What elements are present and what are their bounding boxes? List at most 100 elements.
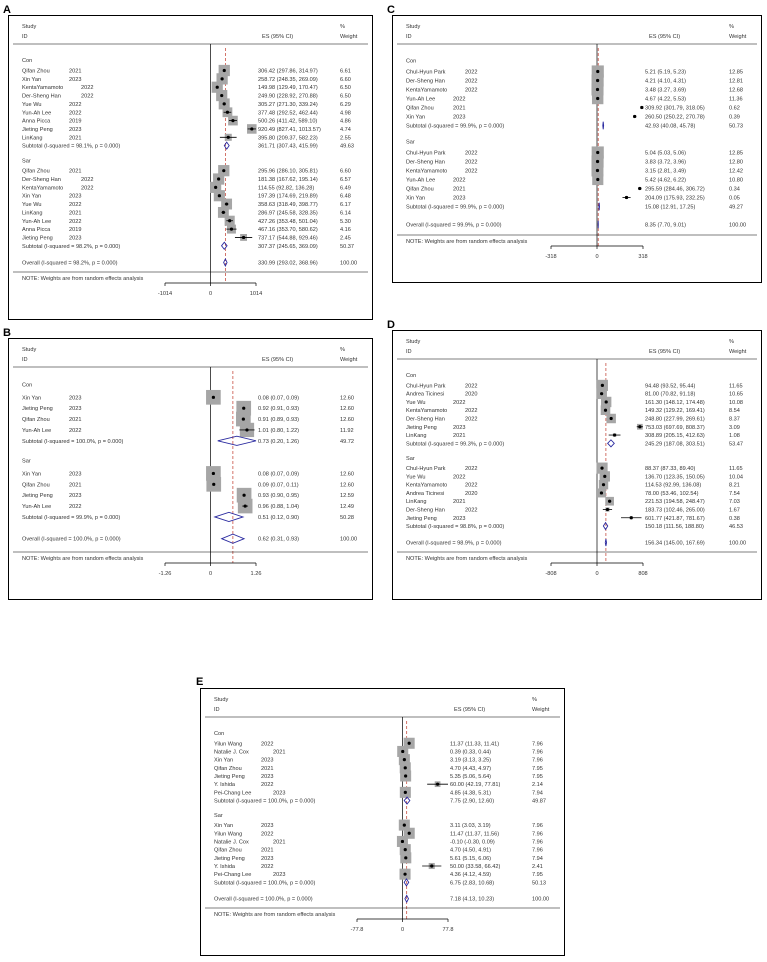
weight-text: 4.74	[340, 127, 351, 133]
study-name: Qifan Zhou	[406, 106, 434, 112]
study-name: Jieting Peng	[22, 235, 53, 241]
point-estimate	[407, 741, 411, 745]
study-name: Jieting Peng	[22, 493, 53, 499]
study-name: Jieting Peng	[214, 856, 245, 862]
point-estimate	[596, 150, 600, 155]
study-name: Pei-Chang Lee	[214, 790, 251, 796]
study-name: Yue Wu	[22, 202, 42, 208]
point-estimate	[609, 416, 613, 421]
study-year: 2022	[81, 85, 93, 91]
x-tick-label: 318	[638, 254, 647, 260]
study-year: 2022	[465, 70, 477, 76]
header-id: ID	[406, 34, 412, 40]
subtotal-weight: 50.28	[340, 515, 354, 521]
subtotal-label: Subtotal (I-squared = 99.9%, p = 0.000)	[406, 124, 504, 130]
point-estimate	[624, 195, 629, 200]
weight-text: 8.54	[729, 408, 740, 414]
group-label: Con	[214, 731, 224, 737]
overall-diamond	[220, 533, 246, 544]
study-name: Der-Sheng Han	[406, 508, 445, 514]
ci-text: 3.83 (3.72, 3.96)	[645, 160, 686, 166]
forest-plot-c: Study ID ES (95% CI)% Weight Con Chul-Hyun Pa…	[392, 15, 762, 283]
subtotal-weight: 50.13	[532, 880, 546, 886]
study-name: Der-Sheng Han	[22, 177, 61, 183]
study-year: 2020	[465, 392, 477, 398]
ci-text: 181.38 (167.62, 195.14)	[258, 177, 318, 183]
point-estimate	[402, 758, 406, 762]
point-estimate	[250, 127, 254, 131]
group-label: Sar	[22, 459, 31, 465]
panel-letter-b: B	[3, 327, 11, 339]
header-pct: %	[532, 697, 537, 703]
point-estimate	[596, 69, 600, 74]
point-estimate	[638, 425, 642, 429]
weight-text: 8.37	[729, 417, 740, 423]
ci-text: 0.39 (0.33, 0.44)	[450, 749, 491, 755]
weight-text: 3.09	[729, 425, 740, 431]
study-name: Xin Yan	[214, 758, 233, 764]
study-year: 2022	[465, 151, 477, 157]
forest-plot-a: Study ID ES (95% CI)% Weight Con Qifan Zhou 20…	[8, 15, 373, 320]
study-year: 2023	[69, 127, 81, 133]
study-name: Qifan Zhou	[22, 69, 50, 75]
point-estimate	[402, 823, 406, 827]
study-year: 2022	[453, 97, 465, 103]
study-year: 2021	[261, 848, 273, 854]
ci-text: 4.85 (4.38, 5.31)	[450, 790, 491, 796]
overall-label: Overall (I-squared = 100.0%, p = 0.000)	[22, 537, 121, 543]
panel-letter-e: E	[196, 676, 204, 688]
subtotal-label: Subtotal (I-squared = 99.3%, p = 0.000)	[406, 441, 504, 447]
ci-text: 295.96 (286.10, 305.81)	[258, 169, 318, 175]
study-name: Xin Yan	[22, 194, 41, 200]
weights-note: NOTE: Weights are from random effects an…	[406, 556, 528, 562]
point-estimate	[601, 483, 606, 487]
ci-text: 161.30 (148.12, 174.48)	[645, 400, 705, 406]
study-name: Xin Yan	[406, 196, 425, 202]
study-year: 2019	[69, 119, 81, 125]
study-name: Yun-Ah Lee	[406, 178, 435, 184]
weight-text: 4.86	[340, 119, 351, 125]
study-name: Qifan Zhou	[214, 766, 242, 772]
ci-text: 136.70 (123.35, 150.05)	[645, 474, 705, 480]
weight-text: 12.60	[340, 482, 354, 488]
study-year: 2023	[273, 872, 285, 878]
header-pct: %	[340, 24, 345, 30]
overall-ci-text: 330.99 (293.02, 368.96)	[258, 260, 318, 266]
ci-text: 114.53 (92.99, 136.08)	[645, 483, 701, 489]
header-es: ES (95% CI)	[454, 707, 485, 713]
overall-ci-text: 8.35 (7.70, 9.01)	[645, 223, 686, 229]
ci-text: 0.96 (0.88, 1.04)	[258, 504, 299, 510]
point-estimate	[226, 135, 230, 139]
weight-text: 7.95	[532, 766, 543, 772]
study-year: 2022	[69, 102, 81, 108]
ci-text: 258.72 (248.35, 269.09)	[258, 77, 318, 83]
weight-text: 11.36	[729, 97, 743, 103]
ci-text: 4.36 (4.12, 4.59)	[450, 872, 491, 878]
study-year: 2019	[69, 227, 81, 233]
x-tick-label: 1014	[250, 291, 262, 297]
point-estimate	[228, 219, 232, 223]
x-tick-label: 808	[638, 571, 647, 577]
point-estimate	[241, 417, 245, 421]
weight-text: 12.42	[729, 169, 743, 175]
weight-text: 12.68	[729, 88, 743, 94]
ci-text: 5.35 (5.06, 5.64)	[450, 774, 491, 780]
weight-text: 6.48	[340, 194, 351, 200]
subtotal-ci-text: 15.08 (12.91, 17.25)	[645, 205, 696, 211]
study-year: 2021	[453, 433, 465, 439]
ci-text: 0.91 (0.89, 0.93)	[258, 417, 299, 423]
study-name: Yilun Wang	[214, 831, 242, 837]
study-name: Xin Yan	[406, 115, 425, 121]
forest-svg: Study ID ES (95% CI)% Weight Con Yilun Wang 20…	[205, 697, 560, 933]
subtotal-label: Subtotal (I-squared = 99.9%, p = 0.000)	[22, 515, 120, 521]
ci-text: 3.11 (3.03, 3.19)	[450, 823, 491, 829]
study-year: 2022	[453, 400, 465, 406]
study-year: 2022	[465, 79, 477, 85]
weight-text: 5.30	[340, 219, 351, 225]
study-year: 2023	[453, 425, 465, 431]
subtotal-ci-text: 245.29 (187.08, 303.51)	[645, 441, 705, 447]
weight-text: 7.94	[532, 856, 543, 862]
header-study: Study	[214, 697, 229, 703]
point-estimate	[242, 406, 246, 410]
ci-text: 4.70 (4.43, 4.97)	[450, 766, 491, 772]
